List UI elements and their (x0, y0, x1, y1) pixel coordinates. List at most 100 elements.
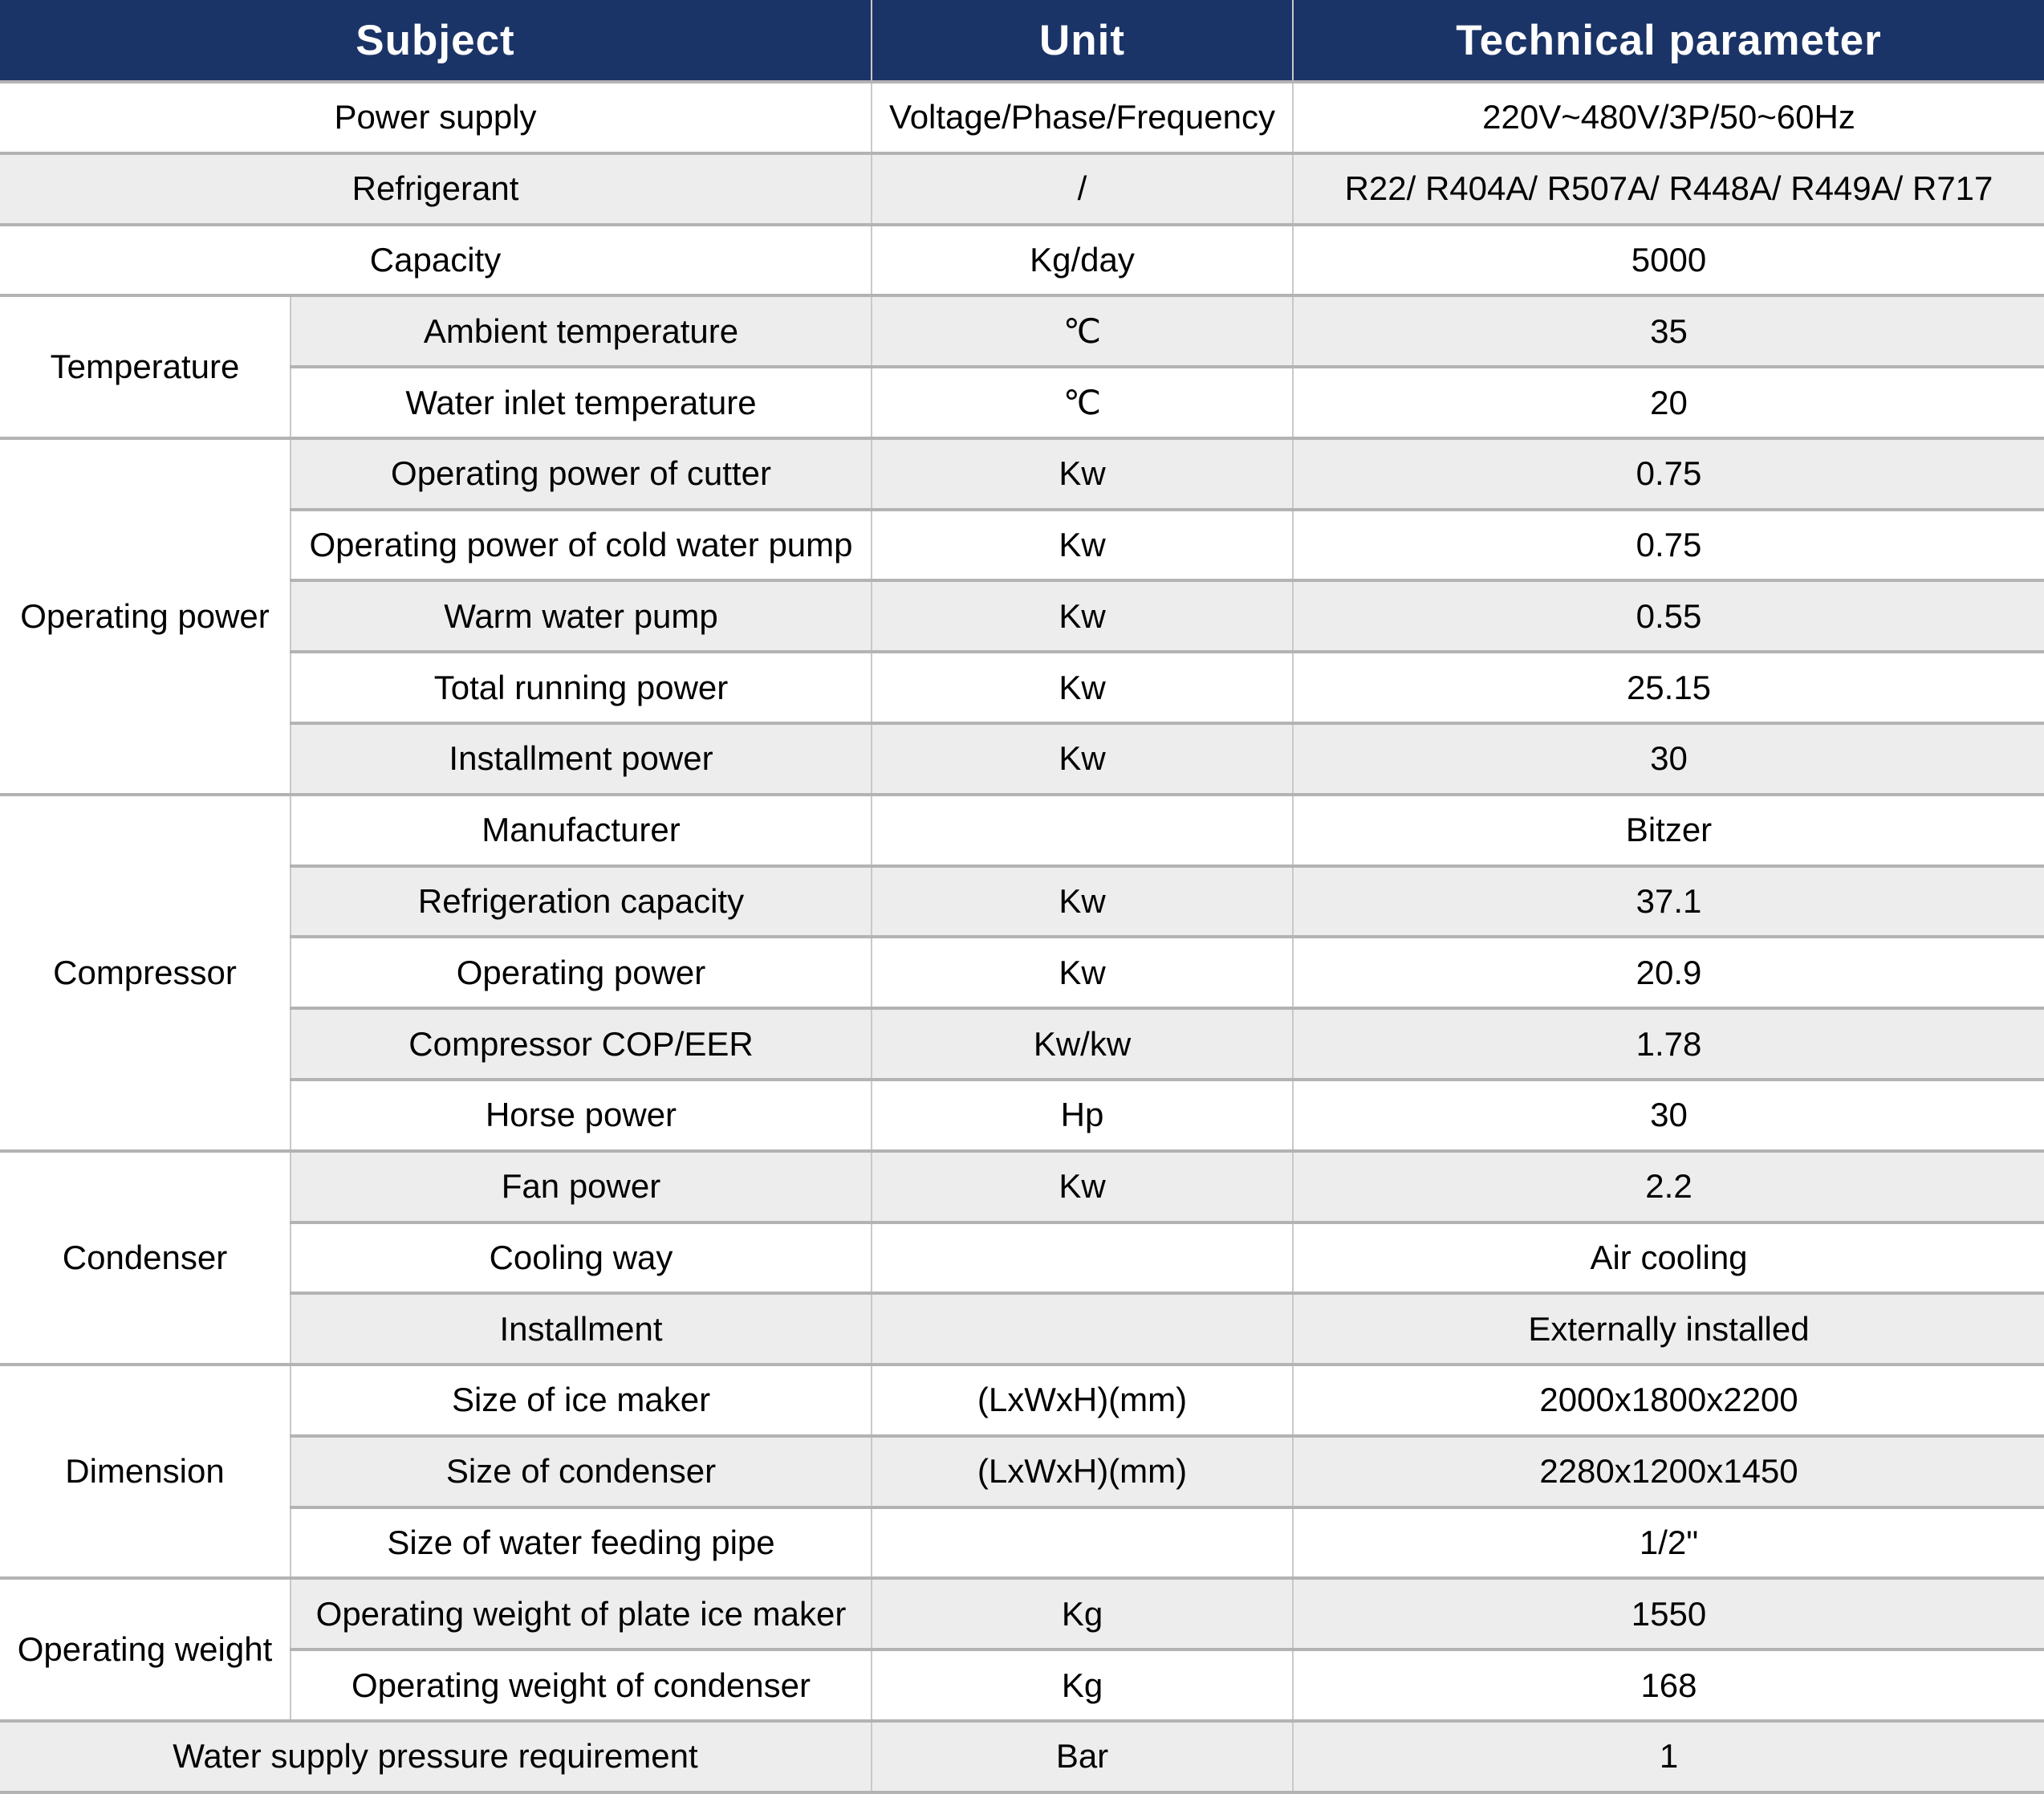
subject-sub-cell: Size of ice maker (290, 1363, 872, 1438)
unit-cell (871, 1220, 1294, 1296)
column-header-subject: Subject (0, 0, 872, 83)
subject-sub-cell: Operating power (291, 935, 872, 1011)
subject-cell: Capacity (0, 222, 872, 298)
table-row-installment: Installment Externally installed (0, 1292, 2044, 1367)
table-row-refrigerant: Refrigerant / R22/ R404A/ R507A/ R448A/ … (0, 151, 2044, 226)
unit-cell: Kw/kw (871, 1007, 1294, 1081)
table-row-size-of-condenser: Size of condenser (LxWxH)(mm) 2280x1200x… (0, 1434, 2044, 1509)
unit-cell: Voltage/Phase/Frequency (871, 80, 1294, 155)
table-row-total-running-power: Total running power Kw 25.15 (0, 650, 2044, 726)
subject-sub-cell: Warm water pump (291, 579, 872, 654)
value-cell: 30 (1292, 1077, 2044, 1153)
unit-cell: Kw (871, 650, 1294, 726)
unit-cell: Kg (871, 1648, 1294, 1723)
table-row-ambient-temperature: Temperature Ambient temperature ℃ 35 (0, 294, 2044, 440)
unit-cell: (LxWxH)(mm) (871, 1434, 1294, 1509)
unit-cell: Kw (871, 436, 1294, 511)
table-row-cold-water-pump-power: Operating power of cold water pump Kw 0.… (0, 507, 2044, 583)
column-header-technical-parameter: Technical parameter (1292, 0, 2044, 83)
subject-sub-cell: Manufacturer (290, 792, 872, 868)
value-cell: R22/ R404A/ R507A/ R448A/ R449A/ R717 (1292, 151, 2044, 226)
group-cell-condenser: Condenser (0, 1149, 291, 1367)
unit-cell: Kg/day (871, 222, 1294, 298)
unit-cell: ℃ (871, 294, 1294, 369)
subject-sub-cell: Cooling way (291, 1220, 872, 1296)
table-row-fan-power: Condenser Fan power Kw 2.2 (0, 1149, 2044, 1367)
value-cell: 2280x1200x1450 (1292, 1434, 2044, 1509)
table-row-installment-power: Installment power Kw 30 (0, 722, 2044, 796)
table-row-size-of-ice-maker: Dimension Size of ice maker (LxWxH)(mm) … (0, 1363, 2044, 1580)
subject-cell: Power supply (0, 80, 872, 155)
subject-cell: Refrigerant (0, 151, 872, 226)
unit-cell: Kw (871, 935, 1294, 1011)
header-row: Subject Unit Technical parameter (0, 0, 2044, 83)
unit-cell: Kw (871, 864, 1294, 939)
value-cell: 2.2 (1292, 1149, 2044, 1224)
subject-sub-cell: Installment (291, 1292, 872, 1367)
subject-sub-cell: Installment power (291, 722, 872, 796)
subject-sub-cell: Operating weight of condenser (291, 1648, 872, 1723)
unit-cell: Hp (871, 1077, 1294, 1153)
table-row-refrigeration-capacity: Refrigeration capacity Kw 37.1 (0, 864, 2044, 939)
unit-cell: Kw (871, 722, 1294, 796)
value-cell: 1 (1292, 1719, 2044, 1794)
table-row-horse-power: Horse power Hp 30 (0, 1077, 2044, 1153)
group-cell-compressor: Compressor (0, 792, 291, 1153)
value-cell: 25.15 (1292, 650, 2044, 726)
unit-cell (871, 1292, 1294, 1367)
subject-sub-cell: Horse power (291, 1077, 872, 1153)
subject-sub-cell: Total running power (291, 650, 872, 726)
subject-sub-cell: Water inlet temperature (291, 365, 872, 440)
value-cell: Air cooling (1292, 1220, 2044, 1296)
value-cell: 35 (1292, 294, 2044, 369)
subject-cell: Water supply pressure requirement (0, 1719, 872, 1794)
unit-cell (871, 792, 1294, 868)
subject-sub-cell: Operating power of cutter (290, 436, 872, 511)
value-cell: 30 (1292, 722, 2044, 796)
table-body: Power supply Voltage/Phase/Frequency 220… (0, 80, 2044, 1794)
subject-sub-cell: Refrigeration capacity (291, 864, 872, 939)
value-cell: Bitzer (1292, 792, 2044, 868)
subject-sub-cell: Size of condenser (291, 1434, 872, 1509)
table-row-water-inlet-temperature: Water inlet temperature ℃ 20 (0, 365, 2044, 440)
unit-cell: Kw (871, 579, 1294, 654)
group-cell-dimension: Dimension (0, 1363, 291, 1580)
column-header-unit: Unit (871, 0, 1294, 83)
table-row-weight-plate-ice-maker: Operating weight Operating weight of pla… (0, 1576, 2044, 1723)
table-row-compressor-operating-power: Operating power Kw 20.9 (0, 935, 2044, 1011)
group-cell-operating-weight: Operating weight (0, 1576, 291, 1723)
value-cell: 220V~480V/3P/50~60Hz (1292, 80, 2044, 155)
value-cell: 1.78 (1292, 1007, 2044, 1081)
group-cell-temperature: Temperature (0, 294, 291, 440)
value-cell: 37.1 (1292, 864, 2044, 939)
unit-cell: Kg (871, 1576, 1294, 1652)
subject-sub-cell: Ambient temperature (290, 294, 872, 369)
subject-sub-cell: Fan power (290, 1149, 872, 1224)
table-row-size-of-water-feeding-pipe: Size of water feeding pipe 1/2" (0, 1505, 2044, 1580)
unit-cell: / (871, 151, 1294, 226)
table-row-power-supply: Power supply Voltage/Phase/Frequency 220… (0, 80, 2044, 155)
table-row-weight-condenser: Operating weight of condenser Kg 168 (0, 1648, 2044, 1723)
value-cell: 20 (1292, 365, 2044, 440)
table-row-cooling-way: Cooling way Air cooling (0, 1220, 2044, 1296)
subject-sub-cell: Operating power of cold water pump (291, 507, 872, 583)
unit-cell: ℃ (871, 365, 1294, 440)
value-cell: 0.75 (1292, 507, 2044, 583)
subject-sub-cell: Operating weight of plate ice maker (290, 1576, 872, 1652)
table-row-manufacturer: Compressor Manufacturer Bitzer (0, 792, 2044, 1153)
subject-sub-cell: Size of water feeding pipe (291, 1505, 872, 1580)
table-row-compressor-cop-eer: Compressor COP/EER Kw/kw 1.78 (0, 1007, 2044, 1081)
value-cell: 2000x1800x2200 (1292, 1363, 2044, 1438)
table-row-cutter-power: Operating power Operating power of cutte… (0, 436, 2044, 796)
unit-cell: Bar (871, 1719, 1294, 1794)
unit-cell: (LxWxH)(mm) (871, 1363, 1294, 1438)
group-cell-operating-power: Operating power (0, 436, 291, 796)
value-cell: 0.55 (1292, 579, 2044, 654)
value-cell: 1550 (1292, 1576, 2044, 1652)
value-cell: 1/2" (1292, 1505, 2044, 1580)
value-cell: 0.75 (1292, 436, 2044, 511)
unit-cell (871, 1505, 1294, 1580)
subject-sub-cell: Compressor COP/EER (291, 1007, 872, 1081)
